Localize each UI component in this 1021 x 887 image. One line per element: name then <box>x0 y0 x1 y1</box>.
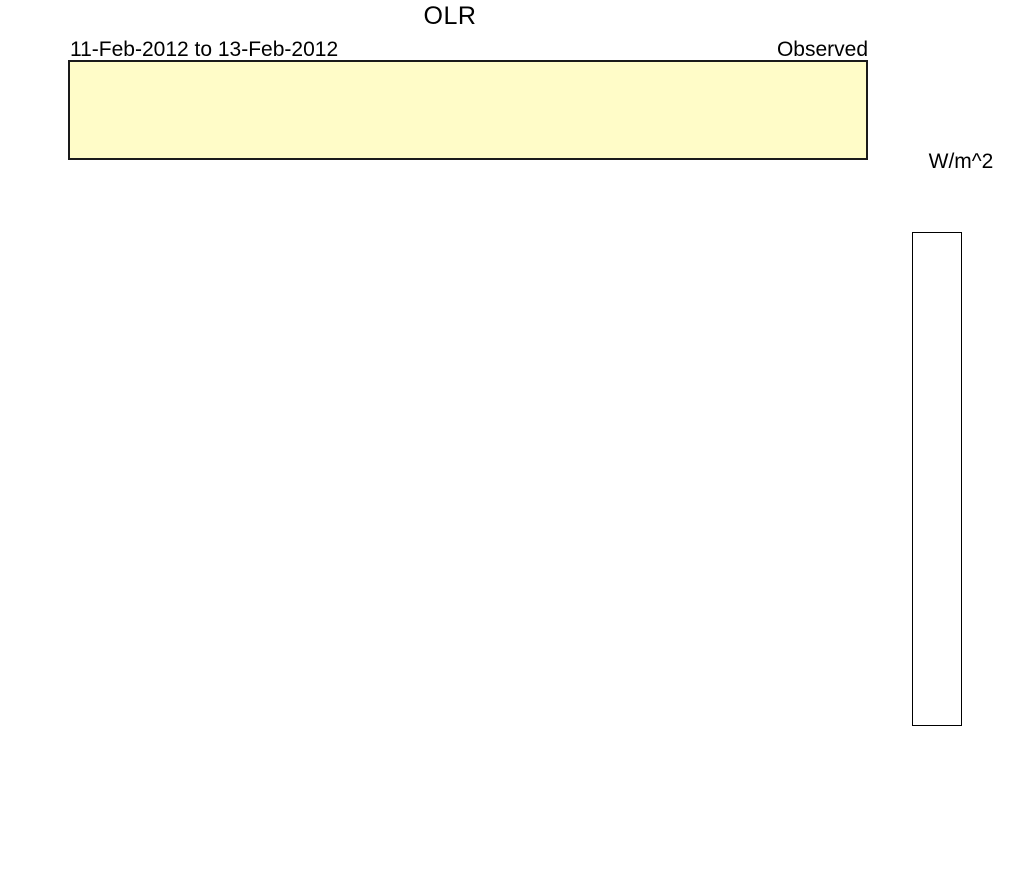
panel-date-label: 11-Feb-2012 to 13-Feb-2012 <box>70 38 339 61</box>
colorbar <box>912 232 962 726</box>
page-title: OLR <box>423 2 477 30</box>
colorbar-tick-labels <box>966 232 1021 724</box>
map-panel: 11-Feb-2012 to 13-Feb-2012 Observed <box>68 38 868 160</box>
colorbar-units-label: W/m^2 <box>928 150 994 173</box>
x-axis <box>68 852 868 882</box>
map-canvas <box>70 62 866 158</box>
panel-header: 11-Feb-2012 to 13-Feb-2012 Observed <box>68 38 868 61</box>
map-frame <box>68 60 868 160</box>
panel-kind-label: Observed <box>776 38 868 61</box>
